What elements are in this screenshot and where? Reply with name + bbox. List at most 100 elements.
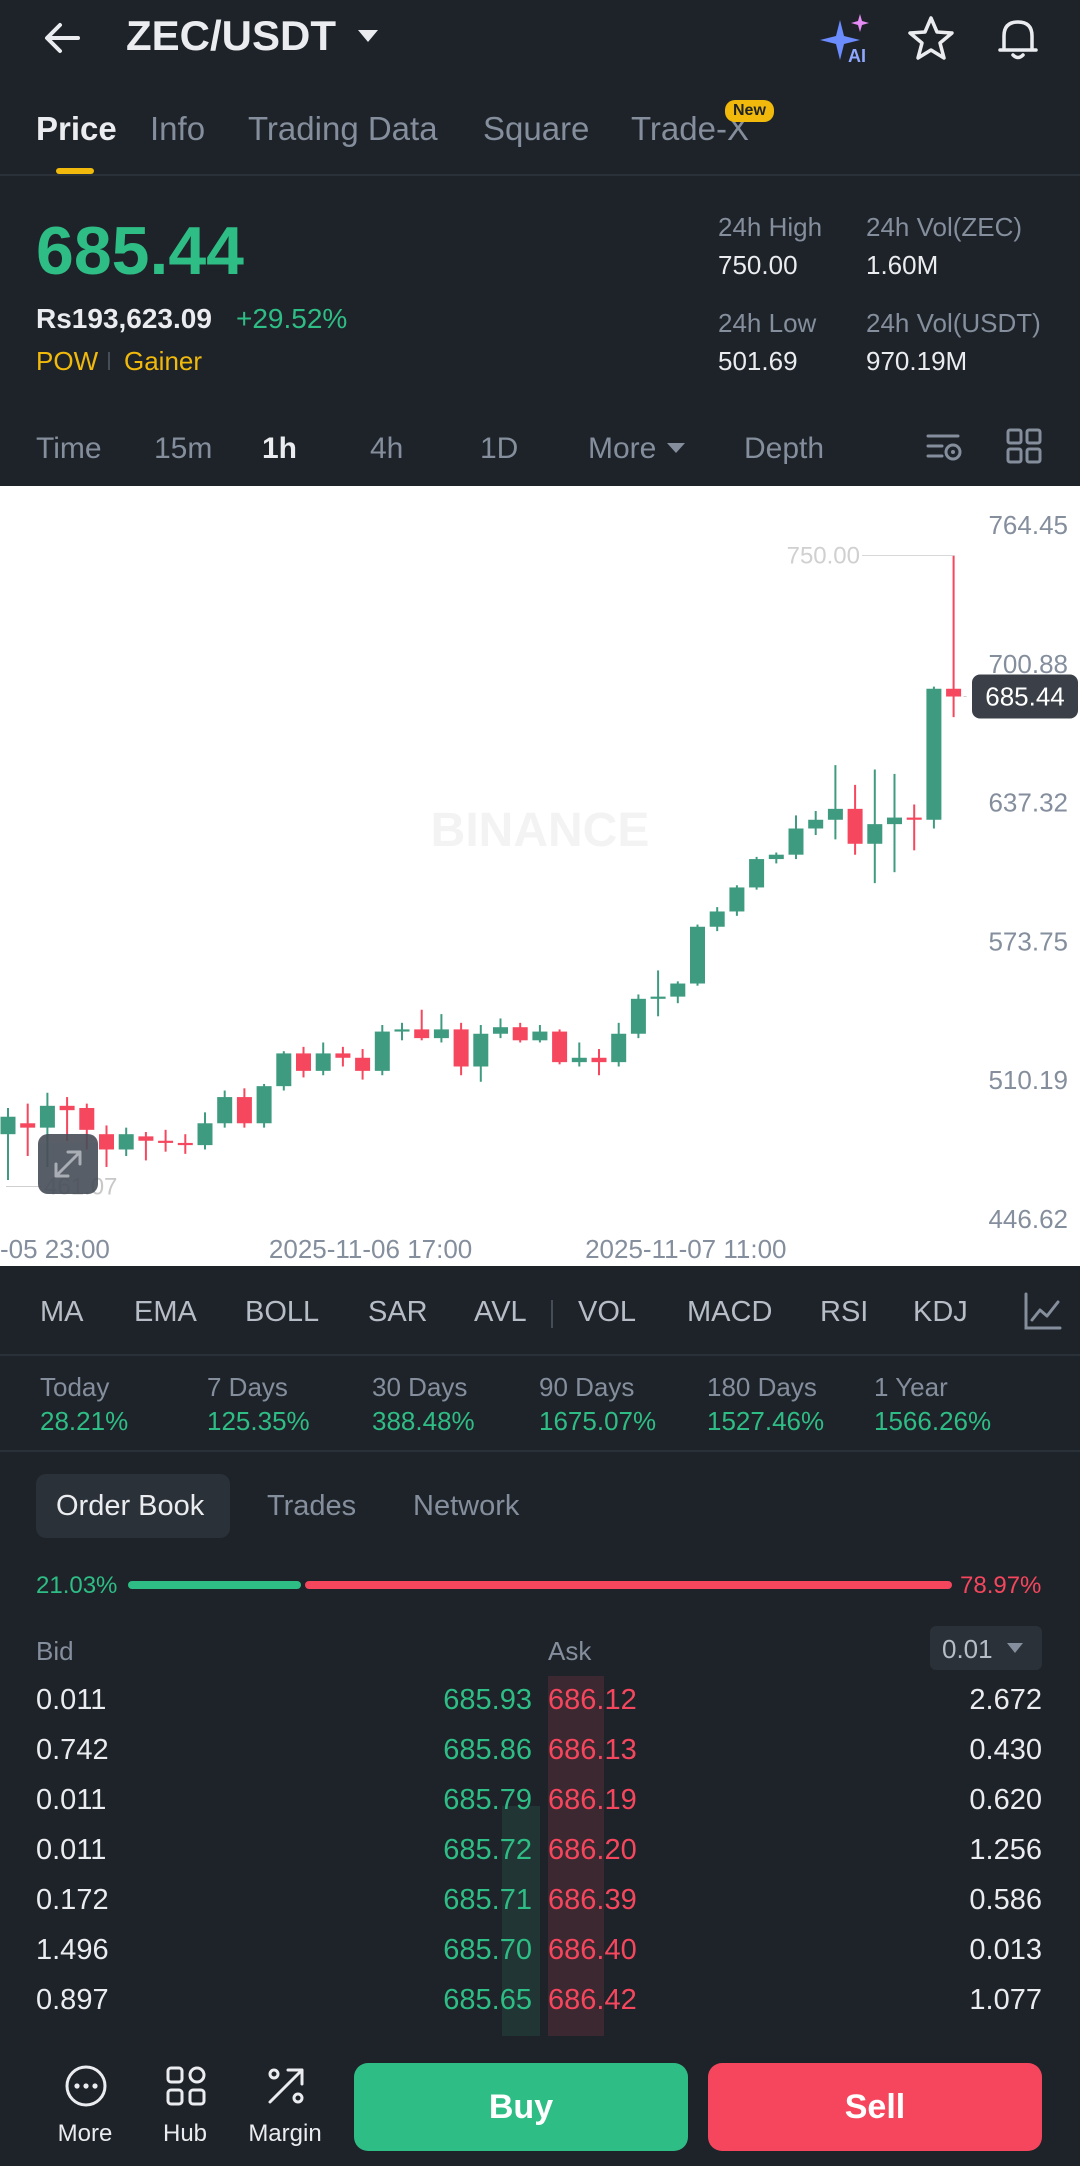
fullscreen-button[interactable] (38, 1134, 98, 1194)
indicator-kdj[interactable]: KDJ (913, 1296, 968, 1328)
orderbook-row[interactable]: 0.011 685.79 686.19 0.620 (0, 1776, 1080, 1826)
candle-body-down (59, 1105, 75, 1111)
candle-body-up (217, 1097, 233, 1124)
candlestick-chart[interactable]: BINANCE 764.45 700.88 637.32 573.75 510.19 44… (0, 486, 1080, 1266)
layout-grid-icon[interactable] (1004, 426, 1044, 466)
chevron-down-icon[interactable] (356, 28, 380, 44)
bid-price[interactable]: 685.65 (443, 1984, 532, 2016)
indicator-avl[interactable]: AVL (474, 1296, 527, 1328)
vol-base-label: 24h Vol(ZEC) (866, 212, 1023, 242)
orderbook-row[interactable]: 0.742 685.86 686.13 0.430 (0, 1726, 1080, 1776)
tab-trading-data[interactable]: Trading Data (248, 110, 438, 147)
nav-margin-label: Margin (248, 2120, 322, 2147)
tab-price[interactable]: Price (36, 110, 117, 147)
tab-info[interactable]: Info (150, 110, 206, 147)
candle-body-down (296, 1053, 311, 1071)
bid-price[interactable]: 685.86 (443, 1734, 532, 1766)
nav-hub[interactable]: Hub (140, 2064, 230, 2160)
orderbook-row[interactable]: 0.011 685.72 686.20 1.256 (0, 1826, 1080, 1876)
perf-value-1y: 1566.26% (874, 1406, 992, 1436)
candle-body-up (315, 1053, 331, 1071)
perf-label-30d: 30 Days (372, 1372, 468, 1402)
price-change-percent: +29.52% (236, 303, 348, 334)
low-value: 501.69 (718, 346, 798, 376)
ask-price[interactable]: 686.20 (548, 1834, 637, 1866)
bid-ask-ratio-bar (128, 1581, 952, 1589)
indicator-settings-icon[interactable] (1022, 1290, 1064, 1332)
vol-quote-value: 970.19M (866, 346, 968, 376)
ask-ratio-label: 78.97% (960, 1572, 1042, 1599)
bid-quantity: 0.897 (36, 1984, 109, 2016)
orderbook-row[interactable]: 0.011 685.93 686.12 2.672 (0, 1676, 1080, 1726)
candle-body-up (650, 996, 666, 999)
bid-price[interactable]: 685.72 (443, 1834, 532, 1866)
tab-trades[interactable]: Trades (267, 1490, 357, 1522)
tag-gainer[interactable]: Gainer (124, 346, 203, 376)
chart-watermark: BINANCE (431, 804, 650, 857)
perf-value-180d: 1527.46% (707, 1406, 825, 1436)
tab-network[interactable]: Network (413, 1490, 520, 1522)
nav-more[interactable]: More (40, 2064, 130, 2160)
perf-label-1y: 1 Year (874, 1372, 948, 1402)
sell-button[interactable]: Sell (708, 2063, 1042, 2151)
interval-15m[interactable]: 15m (154, 432, 213, 465)
tab-order-book[interactable]: Order Book (56, 1490, 205, 1522)
candle-body-up (374, 1031, 390, 1071)
interval-time[interactable]: Time (36, 432, 102, 465)
candle-body-up (808, 819, 824, 829)
ai-sparkle-icon[interactable]: AI (818, 12, 874, 68)
bid-price[interactable]: 685.71 (443, 1884, 532, 1916)
fiat-price: Rs193,623.09 (36, 303, 212, 334)
orderbook-row[interactable]: 0.897 685.65 686.42 1.077 (0, 1976, 1080, 2026)
ask-price[interactable]: 686.42 (548, 1984, 637, 2016)
ask-price[interactable]: 686.39 (548, 1884, 637, 1916)
price-chart[interactable]: BINANCE 764.45 700.88 637.32 573.75 510.19 44… (0, 486, 1080, 1266)
candle-body-up (926, 688, 942, 820)
x-axis-tick-label: 2025-11-07 11:00 (585, 1234, 786, 1264)
indicator-ma[interactable]: MA (40, 1296, 84, 1328)
ask-price[interactable]: 686.19 (548, 1784, 637, 1816)
star-icon[interactable] (906, 14, 956, 64)
tag-pow[interactable]: POW (36, 346, 99, 376)
orderbook-row[interactable]: 1.496 685.70 686.40 0.013 (0, 1926, 1080, 1976)
ask-price[interactable]: 686.12 (548, 1684, 637, 1716)
interval-depth[interactable]: Depth (744, 432, 825, 465)
indicator-sar[interactable]: SAR (368, 1296, 428, 1328)
perf-value-30d: 388.48% (372, 1406, 475, 1436)
perf-value-today: 28.21% (40, 1406, 129, 1436)
candle-body-down (512, 1027, 528, 1041)
perf-label-180d: 180 Days (707, 1372, 817, 1402)
interval-1d[interactable]: 1D (480, 432, 519, 465)
pair-title[interactable]: ZEC/USDT (126, 12, 336, 59)
bid-price[interactable]: 685.93 (443, 1684, 532, 1716)
nav-margin[interactable]: Margin (240, 2064, 330, 2160)
interval-1h[interactable]: 1h (262, 432, 298, 465)
bell-icon[interactable] (992, 12, 1044, 64)
buy-button[interactable]: Buy (354, 2063, 688, 2151)
tab-square[interactable]: Square (483, 110, 590, 147)
indicator-boll[interactable]: BOLL (245, 1296, 320, 1328)
back-arrow-icon[interactable] (38, 14, 86, 62)
candle-body-down (20, 1123, 36, 1128)
perf-label-7d: 7 Days (207, 1372, 288, 1402)
candle-body-up (571, 1057, 587, 1063)
interval-4h[interactable]: 4h (370, 432, 404, 465)
precision-select[interactable]: 0.01 (930, 1626, 1042, 1670)
y-axis-tick-label: 573.75 (988, 926, 1068, 956)
orderbook-row[interactable]: 0.172 685.71 686.39 0.586 (0, 1876, 1080, 1926)
ask-price[interactable]: 686.40 (548, 1934, 637, 1966)
chart-settings-icon[interactable] (924, 426, 964, 466)
indicator-rsi[interactable]: RSI (820, 1296, 869, 1328)
candle-body-down (552, 1031, 568, 1063)
perf-value-7d: 125.35% (207, 1406, 310, 1436)
candle-body-up (749, 859, 765, 888)
bid-price[interactable]: 685.79 (443, 1784, 532, 1816)
interval-more[interactable]: More (588, 432, 657, 465)
chevron-down-icon[interactable] (666, 442, 686, 454)
indicator-ema[interactable]: EMA (134, 1296, 197, 1328)
ask-price[interactable]: 686.13 (548, 1734, 637, 1766)
indicator-vol[interactable]: VOL (578, 1296, 637, 1328)
indicator-macd[interactable]: MACD (687, 1296, 773, 1328)
high-value: 750.00 (718, 250, 798, 280)
bid-price[interactable]: 685.70 (443, 1934, 532, 1966)
